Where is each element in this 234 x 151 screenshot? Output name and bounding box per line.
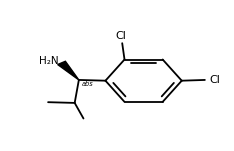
Polygon shape [58, 61, 79, 80]
Text: Cl: Cl [116, 31, 127, 41]
Text: abs: abs [82, 81, 93, 87]
Text: Cl: Cl [209, 75, 220, 85]
Text: H₂N: H₂N [39, 56, 58, 66]
